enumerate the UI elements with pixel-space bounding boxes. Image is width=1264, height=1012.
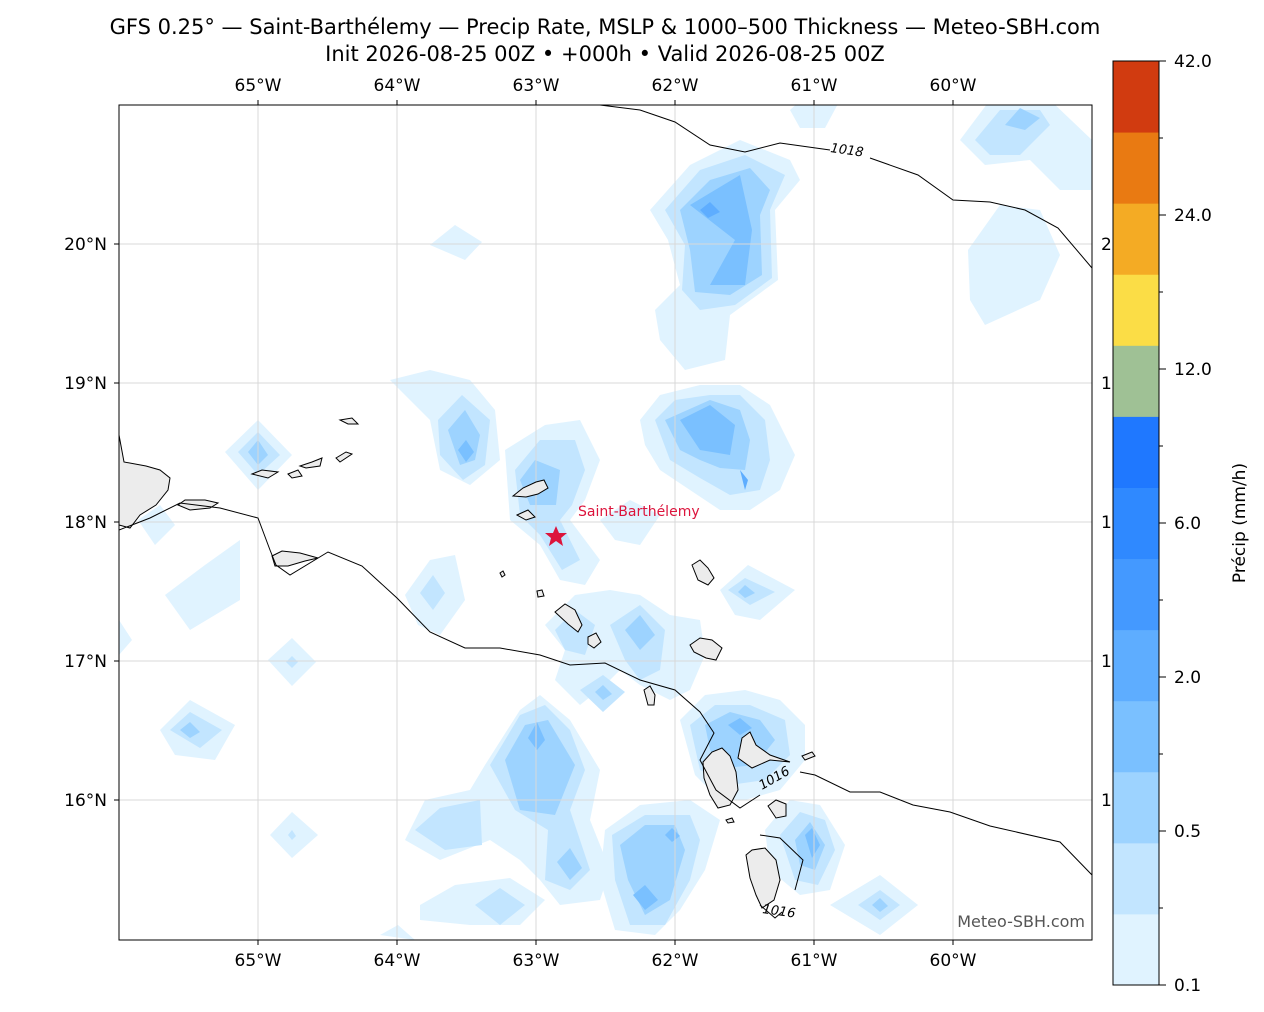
colorbar-tick: 2.0: [1174, 668, 1201, 688]
map-subtitle: Init 2026-08-25 00Z • +000h • Valid 2026…: [325, 42, 885, 66]
lon-tick-bottom: 64°W: [374, 951, 421, 971]
colorbar-band: [1113, 629, 1159, 702]
lat-tick-left: 18°N: [64, 513, 107, 533]
saint-martin-island: [515, 509, 536, 521]
barbuda-island: [691, 559, 715, 586]
colorbar-tick: 0.5: [1174, 822, 1201, 842]
lat-tick-left: 20°N: [64, 235, 107, 255]
coastlines: [119, 417, 816, 909]
isobar-label-1016-south: 1016: [761, 902, 796, 921]
montserrat-island: [643, 685, 656, 706]
watermark: Meteo-SBH.com: [957, 912, 1085, 931]
lat-tick-right: 2: [1101, 235, 1112, 255]
graticule: [119, 105, 1092, 940]
grande-terre-island: [737, 731, 791, 769]
colorbar-band: [1113, 203, 1159, 275]
anguilla-island: [511, 479, 549, 498]
lat-tick-left: 17°N: [64, 652, 107, 672]
colorbar-band: [1113, 700, 1159, 773]
lon-tick-top: 60°W: [930, 76, 977, 96]
colorbar-tick: 24.0: [1174, 206, 1212, 226]
colorbar-band: [1113, 345, 1159, 417]
lat-tick-right: 1: [1101, 374, 1112, 394]
colorbar-band: [1113, 913, 1159, 986]
colorbar-tick: 6.0: [1174, 514, 1201, 534]
location-label: Saint-Barthélemy: [578, 504, 700, 520]
colorbar-band: [1113, 558, 1159, 631]
colorbar-band: [1113, 842, 1159, 915]
colorbar-tick: 0.1: [1174, 976, 1201, 996]
nevis-island: [587, 632, 602, 649]
lon-tick-top: 62°W: [652, 76, 699, 96]
colorbar-tick: 42.0: [1174, 52, 1212, 72]
colorbar-band: [1113, 274, 1159, 346]
colorbar-band: [1113, 416, 1159, 488]
lat-tick-right: 1: [1101, 652, 1112, 672]
lon-tick-top: 64°W: [374, 76, 421, 96]
basse-terre-island: [702, 747, 739, 809]
lon-tick-bottom: 63°W: [513, 951, 560, 971]
lon-tick-bottom: 62°W: [652, 951, 699, 971]
lon-tick-bottom: 60°W: [930, 951, 977, 971]
colorbar-label: Précip (mm/h): [1230, 463, 1250, 583]
colorbar-band: [1113, 771, 1159, 844]
antigua-island: [689, 637, 723, 661]
lon-tick-top: 65°W: [235, 76, 282, 96]
lon-tick-bottom: 61°W: [791, 951, 838, 971]
lat-tick-right: 1: [1101, 791, 1112, 811]
marie-galante-island: [767, 799, 787, 819]
saint-kitts-island: [554, 603, 583, 633]
saint-barthelemy-star-icon: [545, 526, 567, 546]
colorbar-bands: [1113, 61, 1159, 986]
lon-ticks-bottom: 65°W 64°W 63°W 62°W 61°W 60°W: [235, 951, 977, 971]
lon-tick-top: 61°W: [791, 76, 838, 96]
isobars: [119, 105, 1092, 919]
lon-ticks-top: 65°W 64°W 63°W 62°W 61°W 60°W: [235, 76, 977, 96]
dominica-island: [745, 847, 781, 909]
isobar-label-1018: 1018: [829, 141, 864, 160]
lon-tick-bottom: 65°W: [235, 951, 282, 971]
map-panel: 1018 1016 1016 Saint-Barthélemy Meteo-SB…: [64, 76, 1112, 971]
lat-tick-right: 1: [1101, 513, 1112, 533]
colorbar-tick: 12.0: [1174, 360, 1212, 380]
lat-ticks-right-clipped: 2 1 1 1 1: [1101, 235, 1112, 811]
lat-ticks-left: 20°N 19°N 18°N 17°N 16°N: [64, 235, 107, 811]
lat-tick-left: 16°N: [64, 791, 107, 811]
colorbar: 42.0 24.0 12.0 6.0 2.0 0.5 0.1 Précip (m…: [1112, 52, 1250, 996]
lat-tick-left: 19°N: [64, 374, 107, 394]
colorbar-band: [1113, 487, 1159, 560]
colorbar-band: [1113, 132, 1159, 204]
colorbar-band: [1113, 61, 1159, 133]
map-title: GFS 0.25° — Saint-Barthélemy — Precip Ra…: [109, 15, 1101, 39]
lon-tick-top: 63°W: [513, 76, 560, 96]
